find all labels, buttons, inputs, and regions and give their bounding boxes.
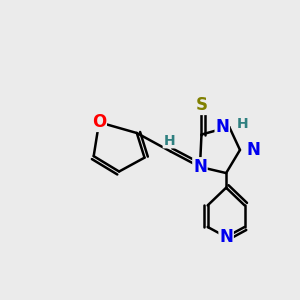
Text: N: N	[246, 141, 260, 159]
Text: H: H	[163, 134, 175, 148]
Text: H: H	[237, 117, 248, 131]
Text: N: N	[193, 158, 207, 176]
Text: O: O	[92, 113, 106, 131]
Text: N: N	[219, 228, 233, 246]
Text: N: N	[215, 118, 229, 136]
Text: S: S	[196, 96, 208, 114]
